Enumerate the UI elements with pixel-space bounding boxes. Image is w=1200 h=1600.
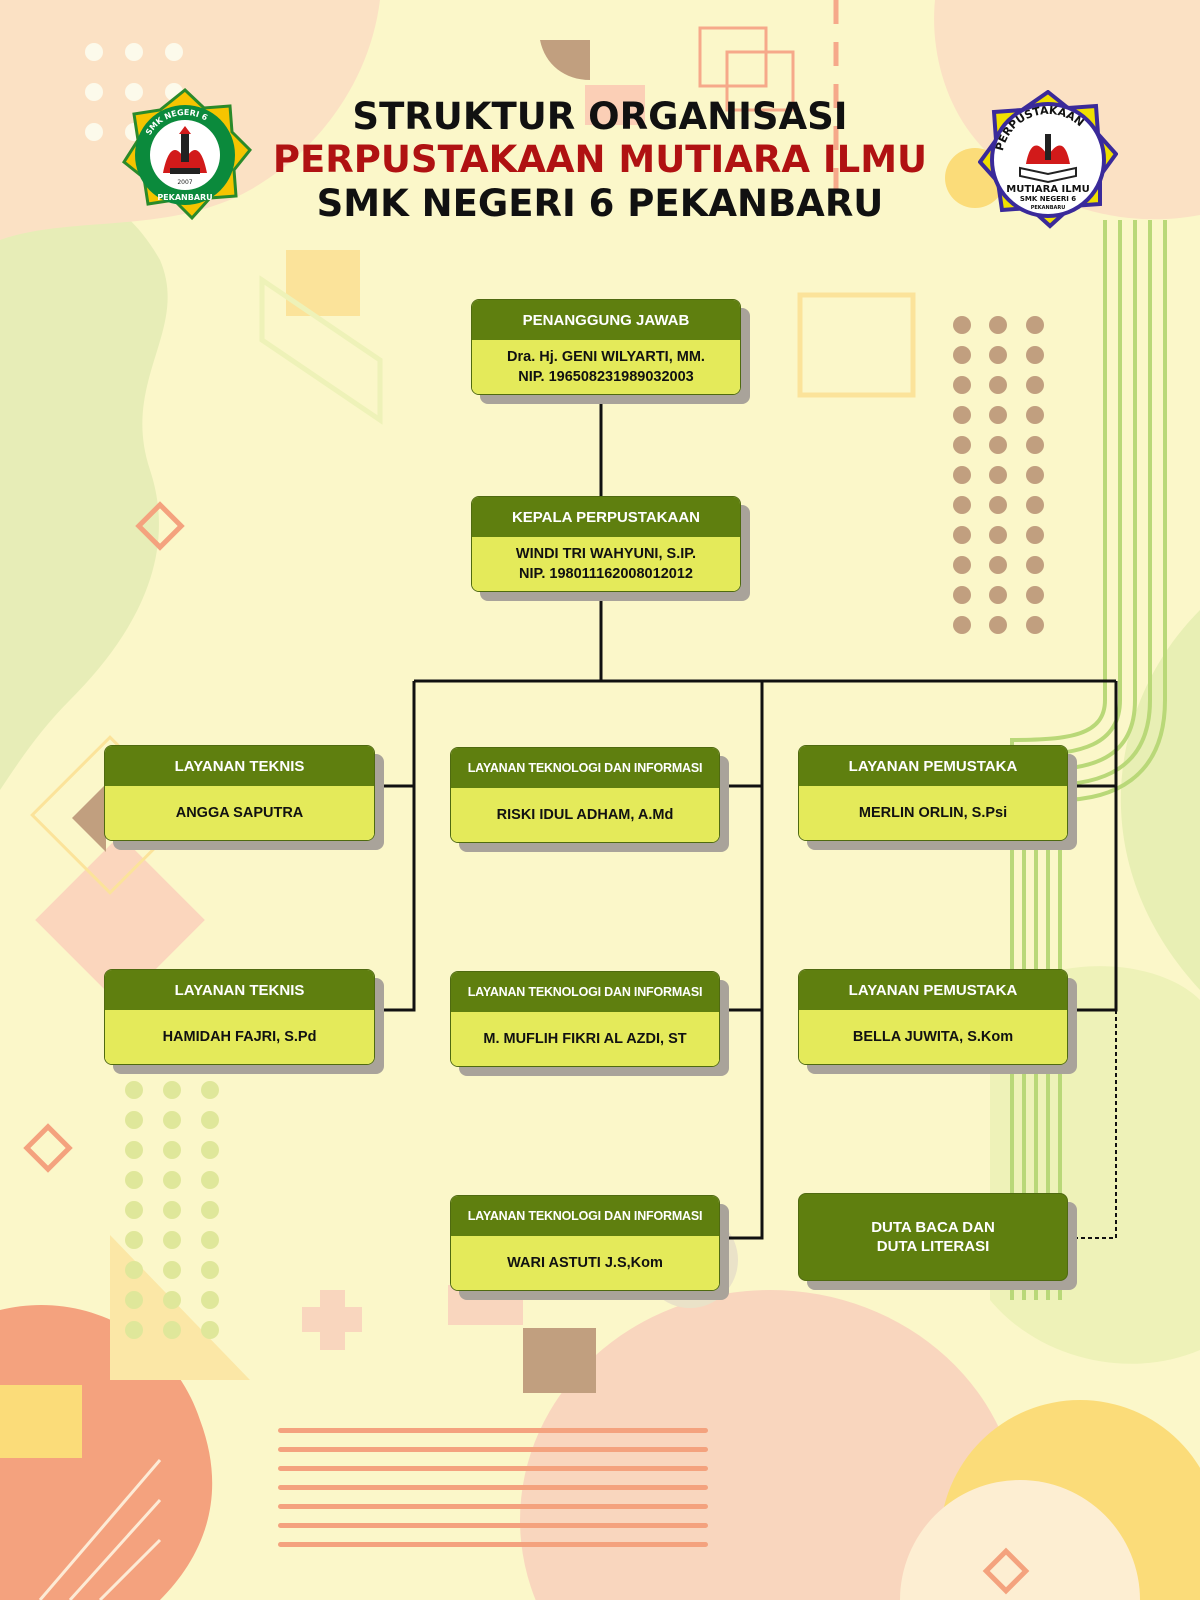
node-penanggung-jawab: PENANGGUNG JAWAB Dra. Hj. GENI WILYARTI,… bbox=[471, 299, 741, 395]
node-layanan-ti-1: LAYANAN TEKNOLOGI DAN INFORMASI RISKI ID… bbox=[450, 747, 720, 843]
logo-line-1: MUTIARA ILMU bbox=[1006, 184, 1089, 195]
logo-bottom-text: PEKANBARU bbox=[157, 193, 212, 202]
node-name: RISKI IDUL ADHAM, A.Md bbox=[496, 807, 674, 823]
node-layanan-pemustaka-1: LAYANAN PEMUSTAKA MERLIN ORLIN, S.Psi bbox=[798, 745, 1068, 841]
node-name: BELLA JUWITA, S.Kom bbox=[852, 1029, 1014, 1045]
logo-line-2: SMK NEGERI 6 bbox=[1020, 195, 1076, 203]
node-name: WINDI TRI WAHYUNI, S.IP. bbox=[515, 546, 697, 562]
node-name: HAMIDAH FAJRI, S.Pd bbox=[162, 1029, 317, 1045]
node-kepala-perpustakaan: KEPALA PERPUSTAKAAN WINDI TRI WAHYUNI, S… bbox=[471, 496, 741, 592]
node-line-1: DUTA BACA DAN bbox=[871, 1219, 995, 1236]
node-title: LAYANAN TEKNOLOGI DAN INFORMASI bbox=[451, 1196, 719, 1236]
node-title: LAYANAN PEMUSTAKA bbox=[799, 746, 1067, 786]
node-name: MERLIN ORLIN, S.Psi bbox=[858, 805, 1008, 821]
chart-title-line-2: PERPUSTAKAAN MUTIARA ILMU bbox=[272, 138, 928, 181]
node-title: KEPALA PERPUSTAKAAN bbox=[472, 497, 740, 537]
node-layanan-teknis-2: LAYANAN TEKNIS HAMIDAH FAJRI, S.Pd bbox=[104, 969, 375, 1065]
node-duta-baca-literasi: DUTA BACA DAN DUTA LITERASI bbox=[798, 1193, 1068, 1281]
node-layanan-teknis-1: LAYANAN TEKNIS ANGGA SAPUTRA bbox=[104, 745, 375, 841]
node-layanan-ti-2: LAYANAN TEKNOLOGI DAN INFORMASI M. MUFLI… bbox=[450, 971, 720, 1067]
chart-title-line-3: SMK NEGERI 6 PEKANBARU bbox=[316, 182, 884, 225]
node-nip: NIP. 198011162008012012 bbox=[519, 566, 693, 582]
node-nip: NIP. 196508231989032003 bbox=[518, 369, 694, 385]
node-title: LAYANAN TEKNOLOGI DAN INFORMASI bbox=[451, 972, 719, 1012]
node-line-2: DUTA LITERASI bbox=[876, 1238, 990, 1255]
node-layanan-pemustaka-2: LAYANAN PEMUSTAKA BELLA JUWITA, S.Kom bbox=[798, 969, 1068, 1065]
node-name: ANGGA SAPUTRA bbox=[175, 805, 304, 821]
node-title: PENANGGUNG JAWAB bbox=[472, 300, 740, 340]
node-name: Dra. Hj. GENI WILYARTI, MM. bbox=[507, 349, 705, 365]
node-name: M. MUFLIH FIKRI AL AZDI, ST bbox=[483, 1031, 687, 1047]
node-title: LAYANAN TEKNIS bbox=[105, 746, 374, 786]
perpustakaan-mutiara-ilmu-logo: PERPUSTAKAAN MUTIARA ILMU SMK NEGERI 6 P… bbox=[978, 90, 1118, 229]
node-title: LAYANAN TEKNIS bbox=[105, 970, 374, 1010]
node-name: WARI ASTUTI J.S,Kom bbox=[507, 1255, 663, 1271]
smk-negeri-6-logo: SMK NEGERI 6 PEKANBARU 2007 bbox=[122, 88, 252, 221]
logo-year: 2007 bbox=[177, 179, 192, 186]
node-layanan-ti-3: LAYANAN TEKNOLOGI DAN INFORMASI WARI AST… bbox=[450, 1195, 720, 1291]
node-title: LAYANAN TEKNOLOGI DAN INFORMASI bbox=[451, 748, 719, 788]
chart-title-line-1: STRUKTUR ORGANISASI bbox=[352, 95, 848, 138]
logo-line-3: PEKANBARU bbox=[1031, 205, 1066, 211]
node-title: LAYANAN PEMUSTAKA bbox=[799, 970, 1067, 1010]
